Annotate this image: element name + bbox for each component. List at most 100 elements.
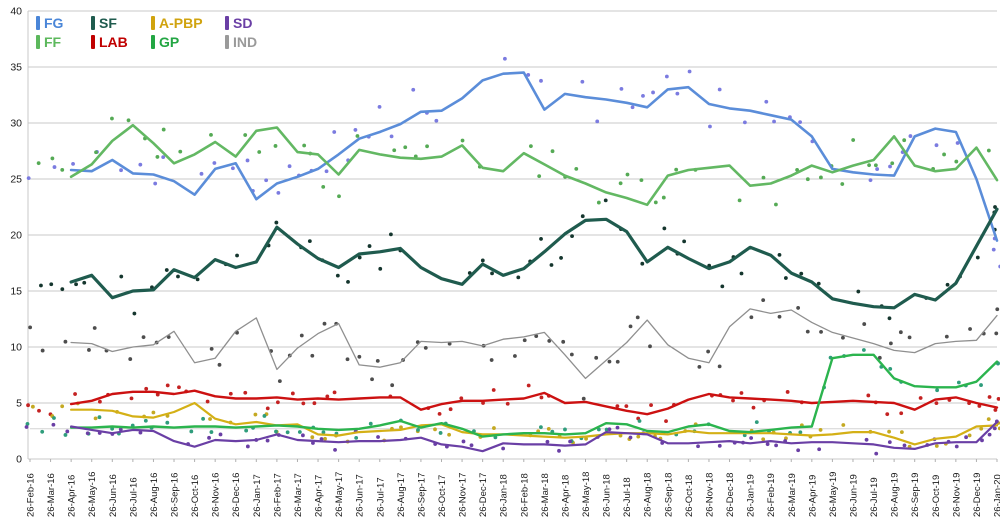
poll-dot-FG <box>595 119 600 124</box>
y-axis-tick-label: 10 <box>10 342 22 354</box>
poll-dot-SF <box>39 283 43 288</box>
poll-dot-FF <box>873 163 878 168</box>
poll-dot-LAB <box>275 400 280 405</box>
poll-dot-GP <box>189 429 194 434</box>
poll-dot-FG <box>324 169 329 174</box>
poll-dot-FF <box>819 175 823 180</box>
poll-dot-FF <box>60 167 65 172</box>
poll-dot-IND <box>209 346 214 351</box>
poll-dot-FF <box>392 148 397 153</box>
legend-item-sf: SF <box>91 13 143 32</box>
poll-dot-FG <box>332 130 337 134</box>
poll-dot-FG <box>353 128 358 132</box>
poll-dot-A-PBP <box>979 426 984 431</box>
poll-dot-SF <box>580 214 585 219</box>
legend-label: FF <box>44 33 62 50</box>
poll-dot-FG <box>71 162 75 166</box>
poll-dot-GP <box>262 414 267 418</box>
poll-dot-SD <box>557 448 561 453</box>
poll-dot-FG <box>772 119 776 124</box>
poll-dot-FG <box>161 155 166 159</box>
poll-dot-FF <box>321 184 326 189</box>
poll-dot-IND <box>995 307 1000 312</box>
poll-dot-LAB <box>290 391 295 396</box>
poll-dot-LAB <box>165 383 170 388</box>
poll-dot-A-PBP <box>310 435 315 440</box>
poll-dot-IND <box>968 327 972 331</box>
poll-dot-FF <box>178 149 183 154</box>
poll-dot-LAB <box>785 390 790 394</box>
x-axis-date-label: 26-Apr-17 <box>314 475 325 517</box>
trend-line-FF <box>69 123 999 207</box>
poll-dot-FF <box>110 116 114 121</box>
poll-dot-IND <box>345 357 350 362</box>
poll-dot-A-PBP <box>934 444 939 448</box>
legend-label: FG <box>44 14 64 31</box>
poll-dot-FG <box>276 190 281 195</box>
x-axis-date-label: 26-Dec-19 <box>972 473 983 517</box>
poll-dot-GP <box>354 435 359 440</box>
poll-dot-LAB <box>26 403 30 408</box>
poll-dot-SD <box>615 425 620 430</box>
poll-dot-FG <box>230 166 235 171</box>
poll-dot-SD <box>319 437 324 441</box>
poll-dot-LAB <box>505 401 510 406</box>
poll-dot-LAB <box>459 396 464 401</box>
poll-dot-IND <box>489 358 494 362</box>
poll-dot-LAB <box>751 405 756 410</box>
poll-dot-IND <box>706 349 711 354</box>
poll-dot-SF <box>49 282 54 287</box>
trend-line-SF <box>69 207 999 310</box>
legend-item-fg: FG <box>36 13 83 32</box>
poll-dot-IND <box>322 321 327 326</box>
poll-dot-FG <box>955 141 960 145</box>
poll-dot-IND <box>888 341 893 346</box>
poll-dot-GP <box>244 428 249 433</box>
poll-dot-SD <box>864 437 869 442</box>
poll-dot-GP <box>742 433 747 438</box>
poll-dot-LAB <box>526 383 531 388</box>
x-axis-date-label: 26-Nov-18 <box>704 473 715 517</box>
poll-dot-FF <box>36 161 41 166</box>
poll-dot-A-PBP <box>997 426 1000 431</box>
poll-dot-SD <box>954 444 959 449</box>
poll-dot-SF <box>856 289 861 294</box>
x-axis-date-label: 26-Nov-17 <box>458 473 469 517</box>
poll-dot-SD <box>265 438 270 443</box>
poll-dot-SF <box>357 255 362 260</box>
poll-dot-FF <box>761 175 766 180</box>
poll-dot-SD <box>607 427 612 432</box>
legend-label: SF <box>99 14 117 31</box>
poll-dot-SD <box>696 444 700 449</box>
x-axis-date-label: 26-Aug-17 <box>396 473 407 517</box>
poll-dot-FF <box>902 138 907 143</box>
poll-dot-SD <box>887 440 892 445</box>
poll-dot-FF <box>954 159 959 164</box>
poll-dot-IND <box>796 306 801 310</box>
poll-dot-LAB <box>98 399 102 404</box>
poll-dot-SF <box>490 271 494 276</box>
poll-dot-GP <box>165 420 170 425</box>
x-axis-date-label: 26-Apr-18 <box>560 475 571 517</box>
poll-dot-SD <box>545 439 550 444</box>
legend-color-bar <box>36 15 40 30</box>
x-axis-date-label: 26-May-16 <box>87 472 98 517</box>
poll-dot-IND <box>40 348 45 353</box>
x-axis-date-label: 26-Aug-16 <box>149 473 160 517</box>
trend-line-SD <box>69 420 999 453</box>
x-axis-date-label: 26-Feb-18 <box>519 473 530 517</box>
poll-dot-IND <box>607 359 612 364</box>
poll-dot-LAB <box>996 397 1000 401</box>
poll-dot-FG <box>119 168 123 173</box>
poll-dot-IND <box>277 379 282 384</box>
poll-dot-LAB <box>664 419 668 423</box>
poll-dot-FF <box>537 174 542 179</box>
poll-dot-LAB <box>332 390 337 395</box>
trend-line-FG <box>69 71 999 242</box>
poll-dot-FG <box>52 165 57 169</box>
poll-dot-FG <box>888 164 892 169</box>
poll-dot-IND <box>635 315 640 320</box>
poll-dot-GP <box>604 427 609 432</box>
poll-dot-IND <box>841 335 845 340</box>
